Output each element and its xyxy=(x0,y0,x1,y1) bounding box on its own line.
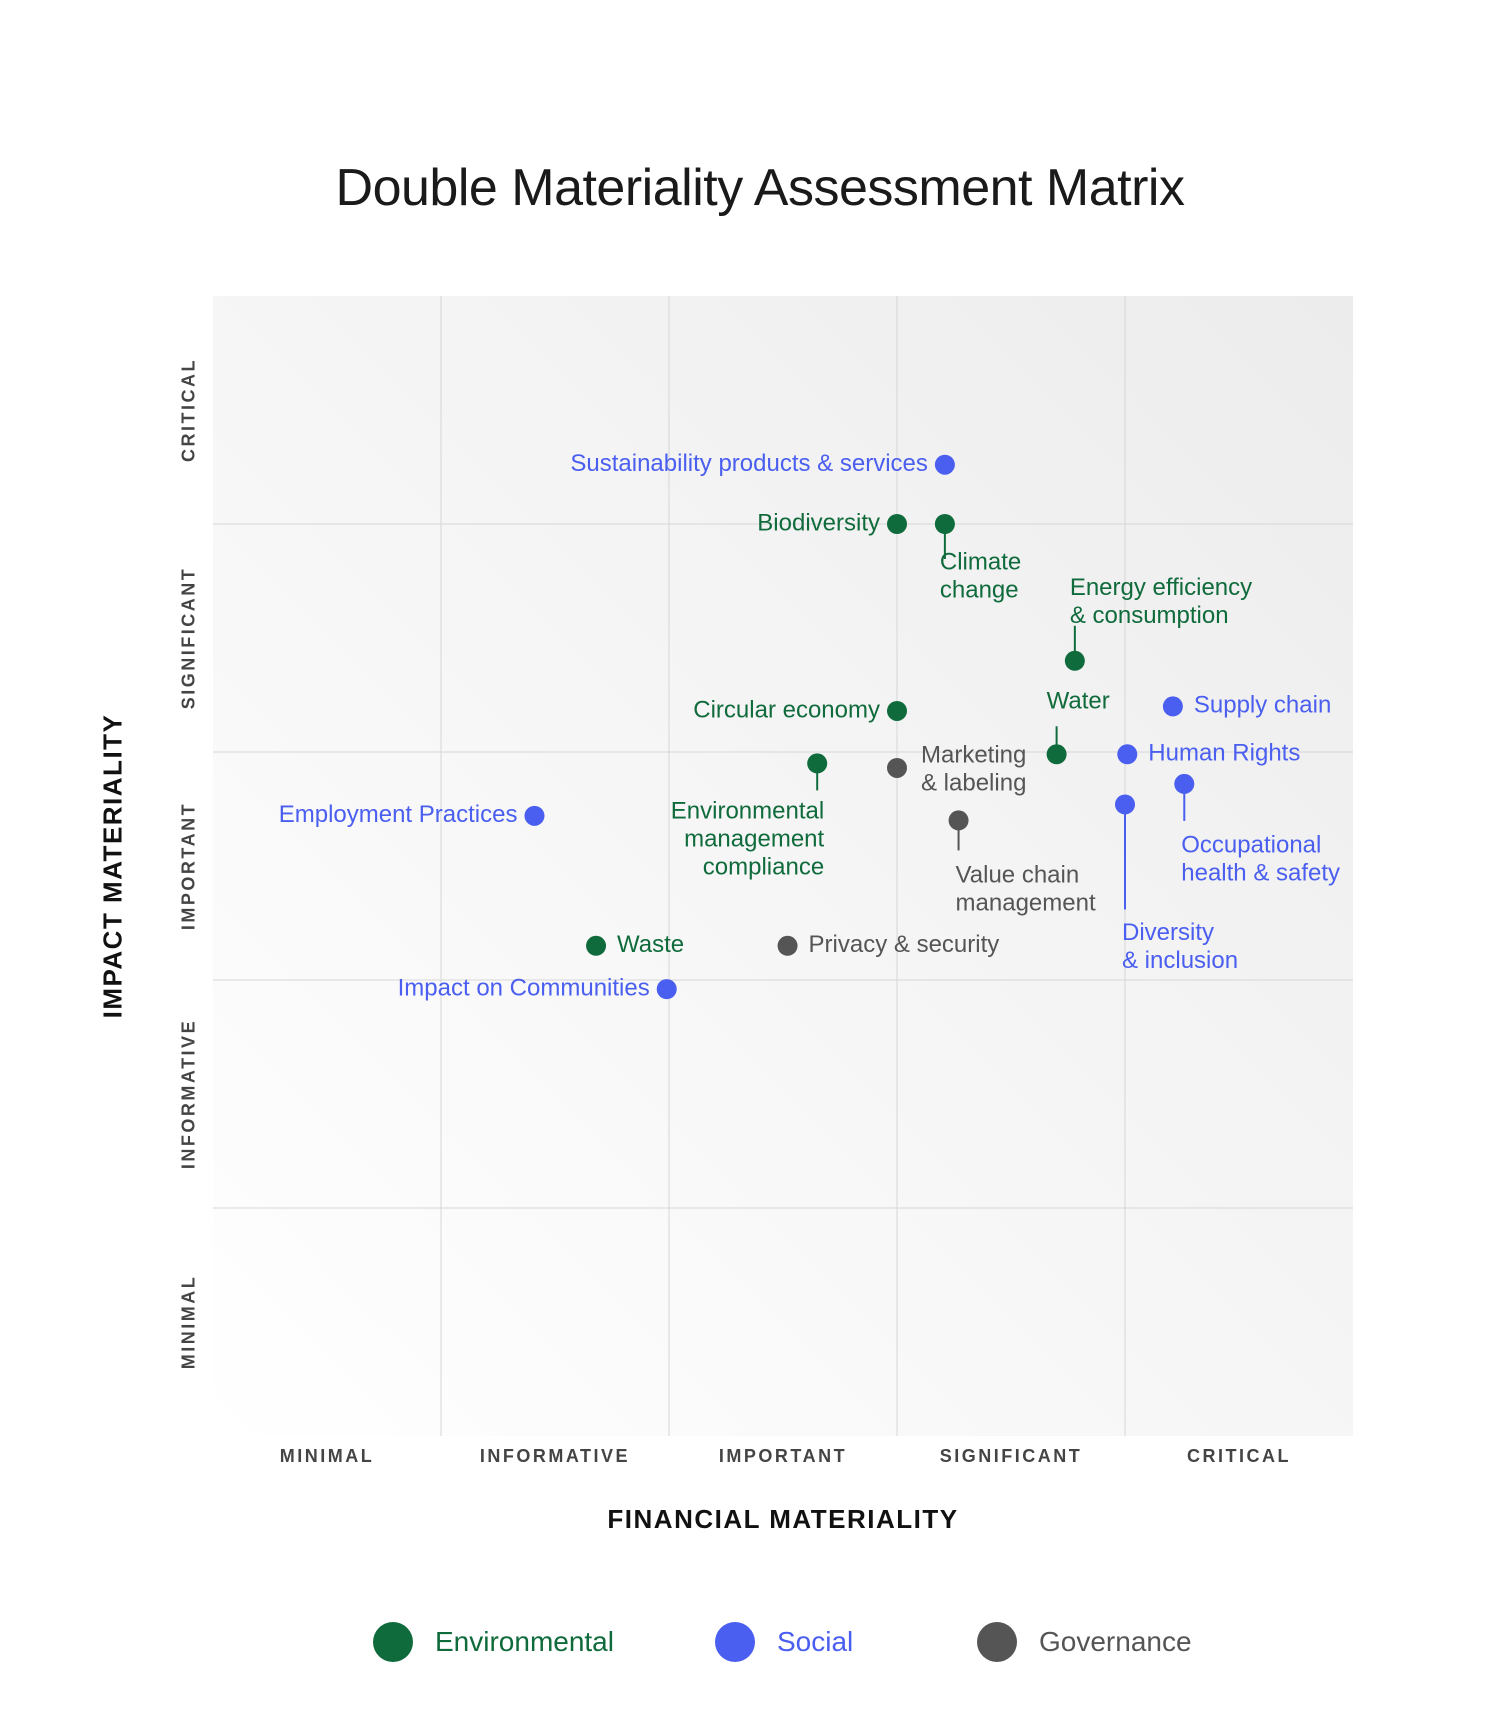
point-label: management xyxy=(684,826,824,853)
chart-title: Double Materiality Assessment Matrix xyxy=(335,159,1185,217)
point-label: Circular economy xyxy=(693,696,880,723)
point-label: Diversity xyxy=(1122,919,1214,946)
point-label: & inclusion xyxy=(1122,947,1238,974)
point-label: Water xyxy=(1047,688,1110,715)
point-label: Energy efficiency xyxy=(1070,574,1252,601)
data-point xyxy=(807,753,828,774)
legend-social: Social xyxy=(715,1622,853,1662)
point-label: health & safety xyxy=(1181,859,1340,886)
point-label: Supply chain xyxy=(1194,692,1331,719)
point-label: Sustainability products & services xyxy=(570,450,928,477)
legend-label-governance: Governance xyxy=(1039,1626,1192,1657)
data-point xyxy=(586,935,607,956)
legend-swatch-environmental xyxy=(373,1622,413,1662)
data-point xyxy=(1162,696,1183,717)
data-point xyxy=(777,935,798,956)
data-point xyxy=(948,810,969,831)
data-point xyxy=(1174,773,1195,794)
y-tick-label: SIGNIFICANT xyxy=(178,566,199,710)
data-point xyxy=(887,757,907,778)
data-point xyxy=(1115,794,1135,815)
point-label: management xyxy=(956,890,1096,917)
point-label: Marketing xyxy=(921,741,1026,768)
point-label: Biodiversity xyxy=(757,509,880,536)
point-label: Environmental xyxy=(671,798,824,825)
legend-swatch-governance xyxy=(977,1622,1017,1662)
legend-label-environmental: Environmental xyxy=(435,1626,614,1657)
y-tick-label: MINIMAL xyxy=(178,1274,199,1370)
data-point xyxy=(524,805,545,826)
point-label: Occupational xyxy=(1181,831,1321,858)
point-label: & labeling xyxy=(921,769,1026,796)
x-tick-label: IMPORTANT xyxy=(718,1446,848,1466)
legend-environmental: Environmental xyxy=(373,1622,614,1662)
legend-label-social: Social xyxy=(777,1626,854,1657)
data-point xyxy=(934,454,955,475)
point-label: Privacy & security xyxy=(809,931,1000,958)
y-axis-label: IMPACT MATERIALITY xyxy=(97,713,128,1019)
point-label: Impact on Communities xyxy=(398,974,650,1001)
legend-governance: Governance xyxy=(977,1622,1192,1662)
x-tick-label: INFORMATIVE xyxy=(479,1446,631,1466)
x-tick-label: SIGNIFICANT xyxy=(939,1446,1083,1466)
legend-swatch-social xyxy=(715,1622,755,1662)
data-point xyxy=(934,514,955,534)
point-label: Climate xyxy=(940,548,1021,575)
x-axis-label: FINANCIAL MATERIALITY xyxy=(607,1504,959,1534)
point-label: change xyxy=(940,576,1019,603)
data-point xyxy=(887,700,907,721)
y-tick-label: INFORMATIVE xyxy=(178,1018,199,1170)
point-label: Waste xyxy=(617,931,684,958)
x-tick-label: CRITICAL xyxy=(1187,1446,1291,1466)
data-point xyxy=(1064,650,1085,671)
data-point xyxy=(656,979,677,1000)
data-point xyxy=(1046,744,1067,765)
y-tick-label: IMPORTANT xyxy=(178,801,199,931)
x-tick-label: MINIMAL xyxy=(279,1446,375,1466)
point-label: Human Rights xyxy=(1148,740,1300,767)
point-label: & consumption xyxy=(1070,602,1229,629)
plot-area xyxy=(213,296,1353,1436)
point-label: Value chain xyxy=(956,862,1080,889)
point-label: compliance xyxy=(703,854,824,881)
data-point xyxy=(887,514,907,534)
data-point xyxy=(1117,744,1138,765)
y-tick-label: CRITICAL xyxy=(178,358,199,462)
point-label: Employment Practices xyxy=(279,801,518,828)
